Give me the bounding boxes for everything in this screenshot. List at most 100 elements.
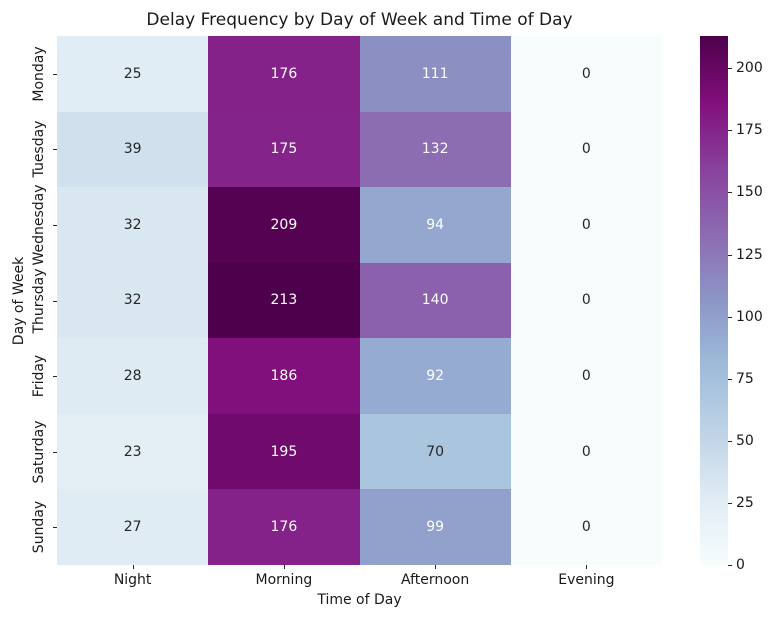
x-tick-mark: [435, 565, 437, 569]
cell-value: 111: [421, 65, 449, 82]
cell-value: 195: [270, 443, 298, 460]
colorbar-tick-mark: [728, 68, 732, 70]
colorbar-tick-mark: [728, 378, 732, 380]
y-tick-mark: [53, 451, 57, 453]
cell-value: 92: [426, 368, 445, 385]
y-tick-label: Friday: [31, 354, 47, 398]
cell-value: 99: [426, 519, 445, 536]
cell-value: 209: [270, 216, 298, 233]
x-tick-mark: [132, 565, 134, 569]
colorbar-tick-mark: [728, 192, 732, 194]
heatmap-cell: 27: [57, 489, 209, 565]
heatmap-cell: 0: [510, 36, 662, 112]
cell-value: 0: [581, 519, 591, 536]
cell-value: 32: [123, 292, 142, 309]
colorbar-tick-mark: [728, 502, 732, 504]
heatmap-cell: 39: [57, 111, 209, 188]
heatmap-cell: 195: [208, 413, 360, 490]
heatmap-cell: 23: [57, 413, 209, 490]
y-tick-label: Sunday: [31, 501, 47, 554]
x-axis-label: Time of Day: [317, 592, 402, 608]
colorbar-tick-label: 50: [736, 432, 754, 449]
cell-value: 186: [270, 368, 298, 385]
y-tick-mark: [53, 527, 57, 529]
heatmap-cell: 0: [510, 111, 662, 188]
cell-value: 70: [426, 443, 445, 460]
colorbar-tick-label: 175: [736, 122, 763, 139]
chart-title: Delay Frequency by Day of Week and Time …: [146, 10, 573, 30]
heatmap-cell: 32: [57, 187, 209, 263]
heatmap-cell: 0: [510, 262, 662, 339]
heatmap-cell: 28: [57, 338, 209, 414]
cell-value: 175: [270, 141, 298, 158]
colorbar-tick-label: 125: [736, 246, 763, 263]
y-tick-label: Tuesday: [31, 120, 47, 178]
cell-value: 0: [581, 216, 591, 233]
heatmap-cell: 132: [359, 111, 511, 188]
heatmap-cell: 32: [57, 262, 209, 339]
cell-value: 0: [581, 443, 591, 460]
colorbar: [700, 36, 728, 565]
x-tick-label: Afternoon: [401, 572, 470, 588]
heatmap-cell: 70: [359, 413, 511, 490]
cell-value: 28: [123, 368, 142, 385]
x-tick-mark: [586, 565, 588, 569]
cell-value: 0: [581, 141, 591, 158]
y-tick-label: Thursday: [31, 267, 47, 334]
x-tick-mark: [283, 565, 285, 569]
cell-value: 0: [581, 292, 591, 309]
cell-value: 32: [123, 216, 142, 233]
heatmap-cell: 0: [510, 338, 662, 414]
cell-value: 0: [581, 368, 591, 385]
heatmap-cell: 186: [208, 338, 360, 414]
heatmap-cell: 213: [208, 262, 360, 339]
y-tick-label: Monday: [31, 46, 47, 102]
heatmap-cell: 99: [359, 489, 511, 565]
heatmap-cell: 175: [208, 111, 360, 188]
cell-value: 0: [581, 65, 591, 82]
colorbar-tick-label: 25: [736, 494, 754, 511]
cell-value: 27: [123, 519, 142, 536]
heatmap-cell: 0: [510, 489, 662, 565]
colorbar-tick-mark: [728, 130, 732, 132]
heatmap-cell: 92: [359, 338, 511, 414]
cell-value: 176: [270, 65, 298, 82]
cell-value: 132: [421, 141, 449, 158]
y-axis-label: Day of Week: [11, 256, 27, 346]
heatmap-cell: 0: [510, 187, 662, 263]
x-tick-label: Evening: [558, 572, 615, 588]
y-tick-mark: [53, 376, 57, 378]
heatmap-cell: 0: [510, 413, 662, 490]
colorbar-tick-label: 150: [736, 184, 763, 201]
cell-value: 176: [270, 519, 298, 536]
colorbar-tick-label: 100: [736, 308, 763, 325]
heatmap-cell: 25: [57, 36, 209, 112]
y-tick-mark: [53, 149, 57, 151]
colorbar-tick-label: 75: [736, 370, 754, 387]
y-tick-mark: [53, 73, 57, 75]
colorbar-tick-mark: [728, 254, 732, 256]
heatmap-cell: 176: [208, 489, 360, 565]
heatmap-cell: 140: [359, 262, 511, 339]
colorbar-tick-label: 0: [736, 557, 745, 573]
y-tick-mark: [53, 224, 57, 226]
colorbar-tick-mark: [728, 565, 732, 566]
cell-value: 23: [123, 443, 142, 460]
colorbar-tick-mark: [728, 440, 732, 442]
cell-value: 213: [270, 292, 298, 309]
cell-value: 39: [123, 141, 142, 158]
y-tick-label: Wednesday: [31, 184, 47, 266]
cell-value: 140: [421, 292, 449, 309]
cell-value: 25: [123, 65, 142, 82]
cell-value: 94: [426, 216, 445, 233]
heatmap-cell: 94: [359, 187, 511, 263]
heatmap-cell: 209: [208, 187, 360, 263]
heatmap-grid: 25 176 111 0 39 175 132 0 32 209 94 0 32 213 140 0 28 186…: [57, 36, 662, 565]
heatmap-cell: 111: [359, 36, 511, 112]
y-tick-label: Saturday: [31, 420, 47, 484]
x-tick-label: Morning: [255, 572, 313, 588]
y-tick-mark: [53, 300, 57, 302]
heatmap-cell: 176: [208, 36, 360, 112]
x-tick-label: Night: [113, 572, 152, 588]
